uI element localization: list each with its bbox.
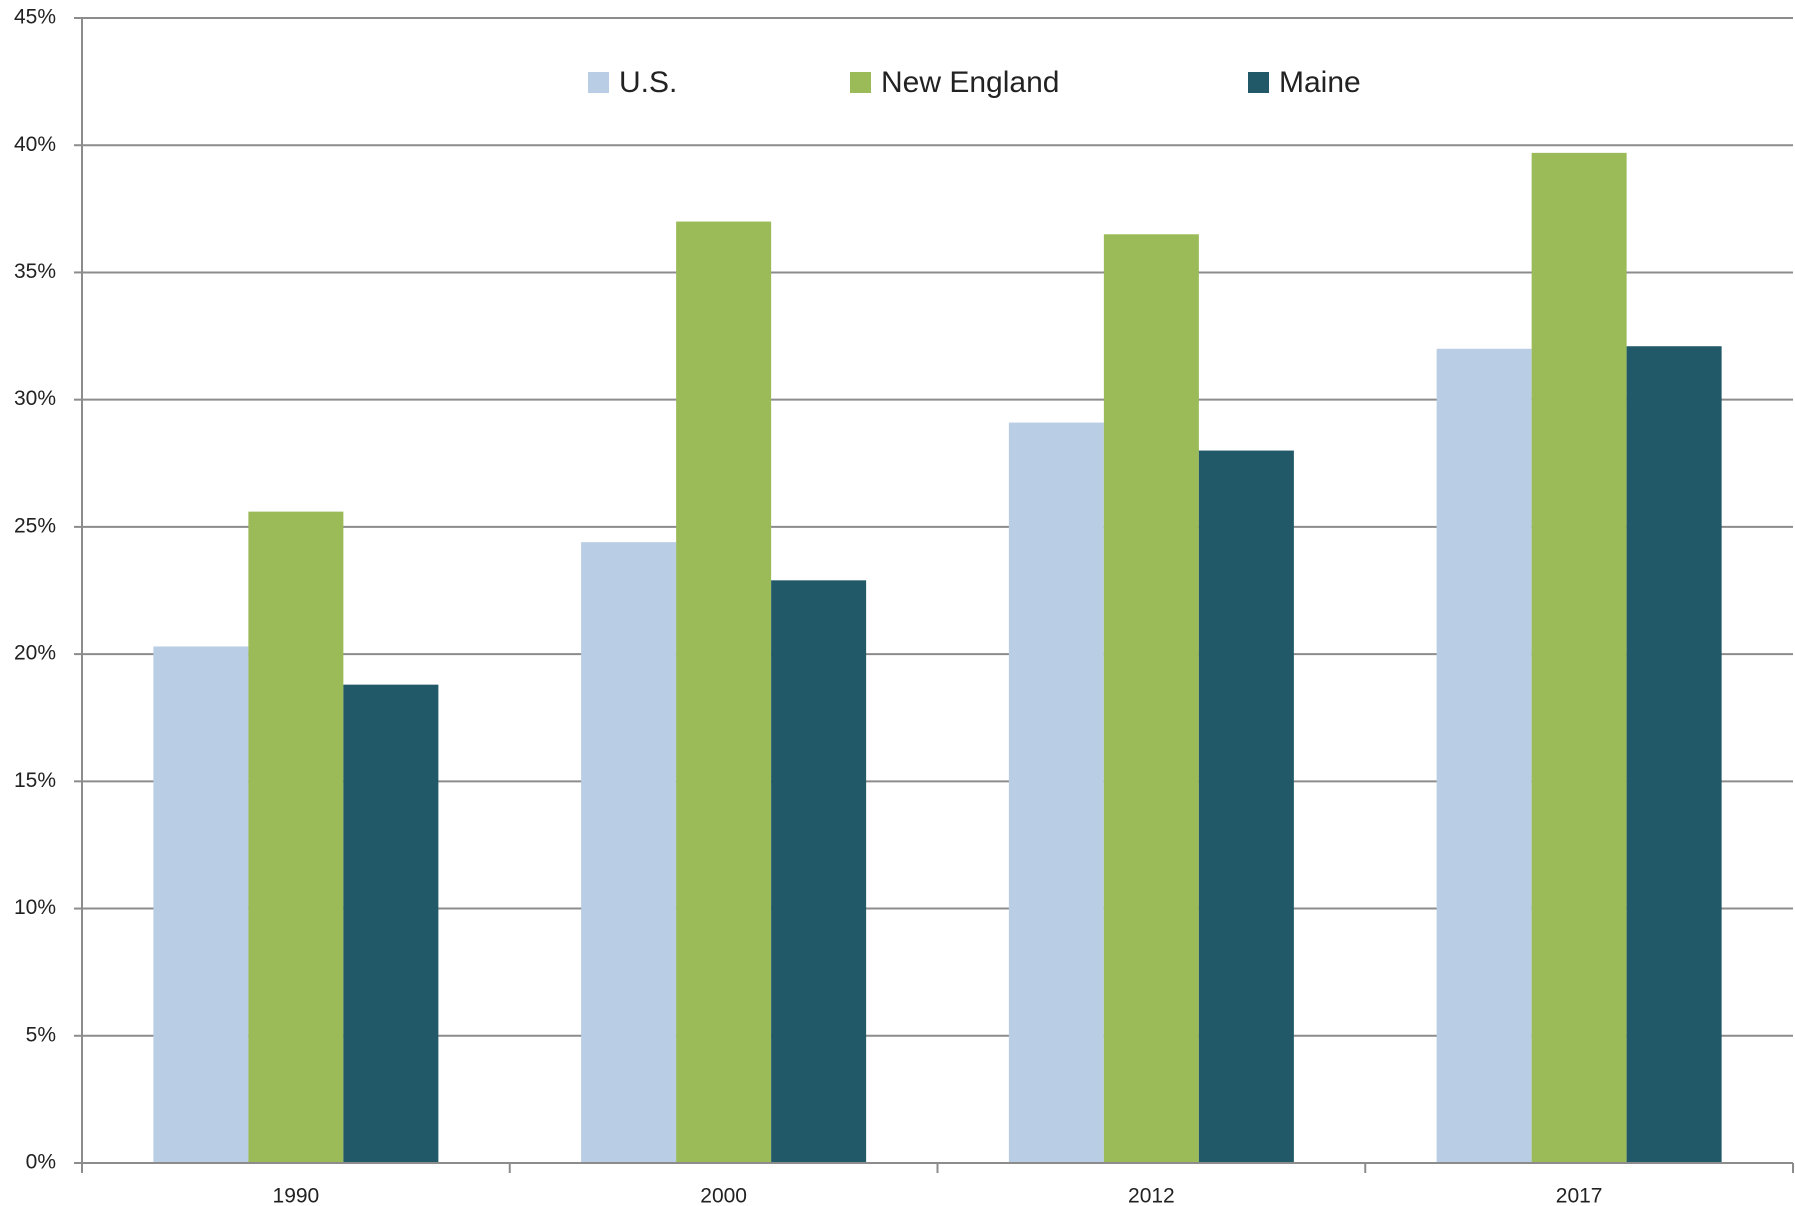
- bar: [153, 646, 249, 1163]
- bar: [1436, 348, 1532, 1163]
- bar: [1008, 422, 1104, 1164]
- bar: [771, 580, 867, 1163]
- x-tick-label: 2012: [1128, 1185, 1175, 1206]
- legend-label: New England: [881, 66, 1059, 99]
- bar: [676, 221, 772, 1164]
- bar: [581, 542, 677, 1163]
- legend-label: Maine: [1279, 66, 1361, 99]
- y-tick-label: 0%: [26, 1151, 56, 1174]
- y-tick-label: 20%: [14, 642, 56, 665]
- x-tick-label: 1990: [273, 1185, 320, 1206]
- y-tick-label: 25%: [14, 514, 56, 537]
- bar: [1531, 152, 1627, 1163]
- legend-swatch: [588, 72, 609, 93]
- y-tick-label: 40%: [14, 133, 56, 156]
- x-tick-label: 2017: [1556, 1185, 1603, 1206]
- y-tick-label: 45%: [14, 6, 56, 29]
- legend-swatch: [1248, 72, 1269, 93]
- bar: [1626, 346, 1722, 1163]
- y-tick-label: 15%: [14, 769, 56, 792]
- y-tick-label: 30%: [14, 387, 56, 410]
- legend-label: U.S.: [619, 66, 677, 99]
- bar: [1103, 234, 1199, 1163]
- bar: [248, 511, 344, 1164]
- y-tick-label: 10%: [14, 896, 56, 919]
- y-tick-label: 5%: [26, 1023, 56, 1046]
- bar: [343, 684, 439, 1163]
- bar: [1198, 450, 1294, 1163]
- x-tick-label: 2000: [700, 1185, 747, 1206]
- legend-swatch: [850, 72, 871, 93]
- y-tick-label: 35%: [14, 260, 56, 283]
